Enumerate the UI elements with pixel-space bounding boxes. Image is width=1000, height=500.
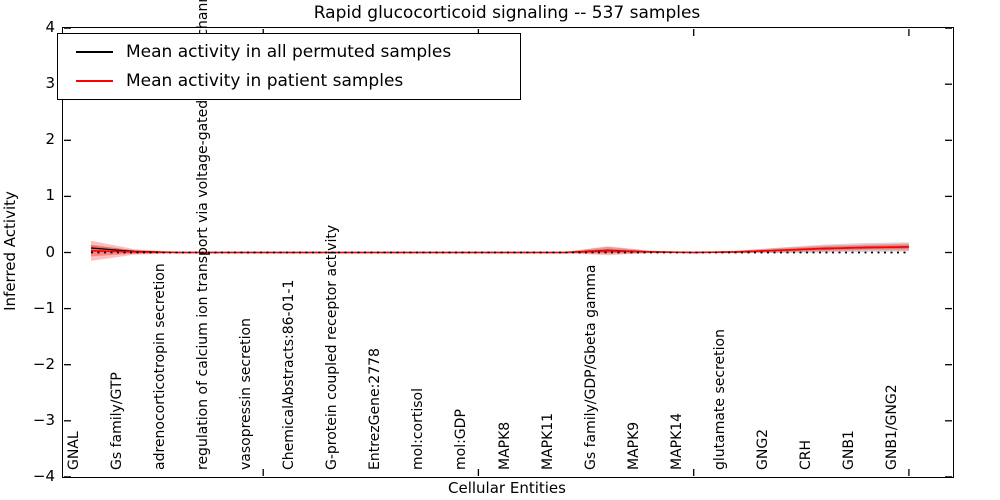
series-line-mean-activity-in-patient-samples [90, 246, 909, 254]
x-tick-label: GNAL [66, 431, 82, 470]
x-tick-label: Gs family/GDP/Gbeta gamma [582, 264, 599, 471]
x-tick-label: mol:cortisol [410, 388, 427, 470]
y-tick-label: 1 [45, 186, 55, 205]
x-tick-label: GNB1 [840, 430, 857, 470]
legend: Mean activity in all permuted samples Me… [57, 33, 521, 100]
y-tick-label: 2 [45, 130, 55, 149]
x-axis-label: Cellular Entities [448, 479, 566, 497]
x-tick-label: mol:GDP [453, 409, 470, 470]
x-tick-label: vasopressin secretion [238, 318, 255, 470]
x-tick-label: GNB1/GNG2 [883, 384, 900, 470]
y-tick-label: −2 [32, 354, 55, 373]
legend-label-permuted: Mean activity in all permuted samples [126, 42, 452, 63]
y-tick-label: −1 [32, 298, 55, 317]
x-tick-label: G-protein coupled receptor activity [324, 224, 341, 470]
plot-area [62, 27, 954, 478]
x-tick-label: ChemicalAbstracts:86-01-1 [281, 279, 298, 470]
y-tick-label: 3 [45, 74, 55, 93]
y-tick-label: 4 [45, 18, 55, 37]
x-tick-label: MAPK14 [668, 412, 685, 470]
x-tick-label: EntrezGene:2778 [367, 348, 384, 470]
x-tick-label: MAPK8 [496, 421, 513, 470]
x-tick-label: adrenocorticotropin secretion [152, 263, 169, 470]
y-tick-label: −4 [32, 466, 55, 485]
x-tick-label: MAPK11 [539, 412, 556, 470]
x-tick-label: MAPK9 [625, 421, 642, 470]
black-line-sample-icon [76, 51, 113, 54]
x-tick-label: GNG2 [754, 428, 771, 470]
red-line-sample-icon [76, 79, 113, 82]
x-tick-label: CRH [797, 439, 814, 470]
legend-label-patient: Mean activity in patient samples [126, 70, 404, 91]
legend-item-permuted: Mean activity in all permuted samples [58, 42, 520, 62]
x-tick-label: Gs family/GTP [109, 372, 126, 470]
legend-item-patient: Mean activity in patient samples [58, 71, 520, 91]
y-tick-label: −3 [32, 410, 55, 429]
chart-title: Rapid glucocorticoid signaling -- 537 sa… [313, 3, 701, 23]
y-tick-label: 0 [45, 242, 55, 261]
x-tick-label: glutamate secretion [711, 329, 728, 470]
